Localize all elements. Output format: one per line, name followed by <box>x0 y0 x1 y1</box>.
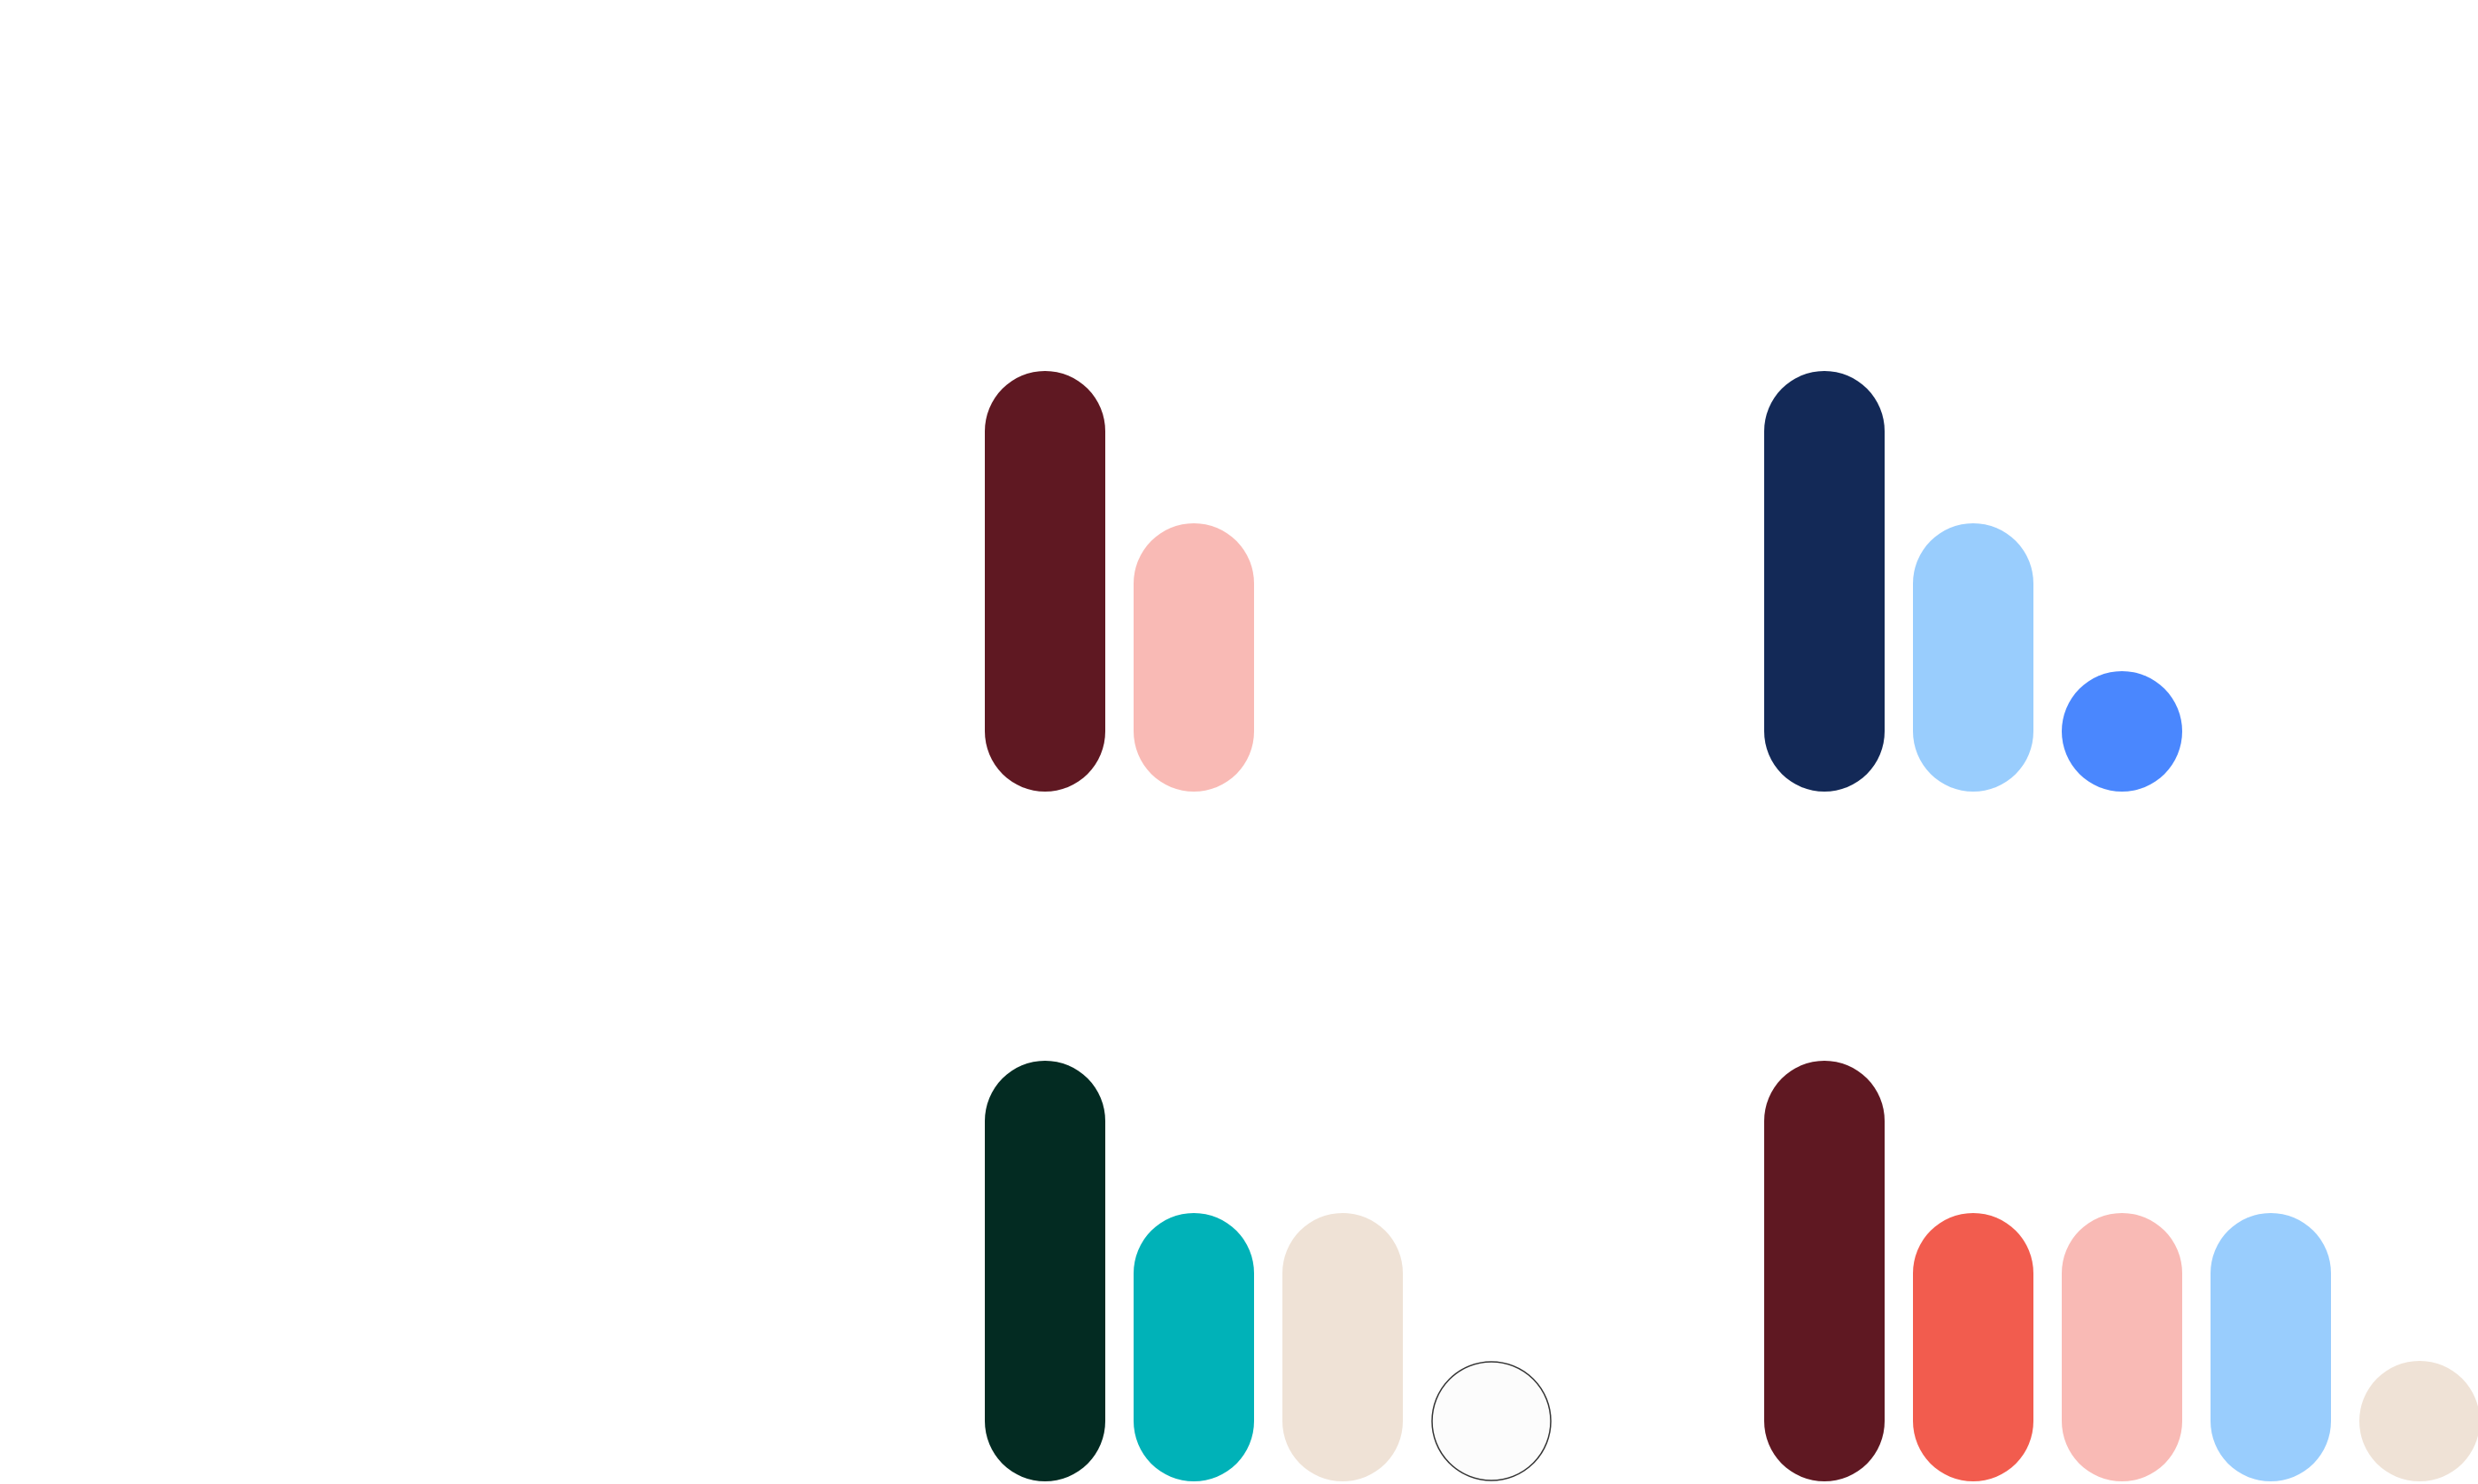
color-swatch <box>1282 1213 1403 1481</box>
color-swatch <box>1134 523 1254 792</box>
color-swatch <box>985 1061 1105 1481</box>
color-swatch <box>2062 671 2182 792</box>
color-swatch <box>985 371 1105 792</box>
color-swatch <box>1913 523 2033 792</box>
palette <box>985 371 1254 792</box>
palette <box>985 1061 1552 1481</box>
color-swatch <box>1913 1213 2033 1481</box>
color-swatch <box>1134 1213 1254 1481</box>
color-swatch <box>1764 371 1885 792</box>
color-swatch <box>1764 1061 1885 1481</box>
color-swatch <box>1431 1361 1552 1481</box>
palette <box>1764 1061 2478 1481</box>
color-swatch <box>2062 1213 2182 1481</box>
color-swatch <box>2359 1361 2478 1481</box>
color-swatch <box>2211 1213 2331 1481</box>
palette <box>1764 371 2182 792</box>
